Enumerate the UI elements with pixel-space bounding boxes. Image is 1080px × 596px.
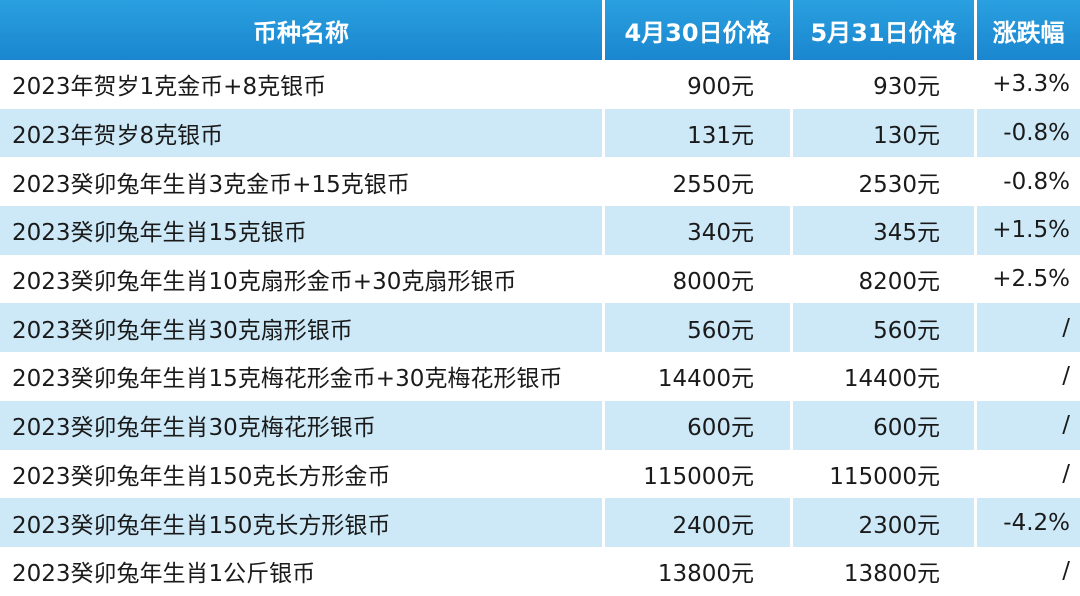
apr-price: 131元 xyxy=(605,108,793,158)
table-row: 2023年贺岁8克银币 131元 130元 -0.8% xyxy=(0,108,1080,158)
coin-name: 2023癸卯兔年生肖3克金币+15克银币 xyxy=(0,157,605,207)
price-change: -0.8% xyxy=(1003,120,1070,147)
price-change: / xyxy=(1062,412,1070,439)
apr-price: 115000元 xyxy=(605,449,793,499)
apr-price: 2400元 xyxy=(605,498,793,547)
apr-price: 14400元 xyxy=(605,352,793,401)
price-change: +1.5% xyxy=(992,217,1070,244)
may-price: 130元 xyxy=(793,108,977,158)
may-price: 2530元 xyxy=(793,157,977,207)
price-change: -0.8% xyxy=(1003,168,1070,195)
table-row: 2023癸卯兔年生肖30克梅花形银币 600元 600元 / xyxy=(0,400,1080,450)
table-row: 2023癸卯兔年生肖150克长方形银币 2400元 2300元 -4.2% xyxy=(0,498,1080,547)
coin-name: 2023癸卯兔年生肖10克扇形金币+30克扇形银币 xyxy=(0,254,605,304)
price-change: / xyxy=(1062,558,1070,585)
coin-name: 2023癸卯兔年生肖1公斤银币 xyxy=(0,546,605,596)
apr-price: 900元 xyxy=(605,60,793,109)
table-row: 2023癸卯兔年生肖10克扇形金币+30克扇形银币 8000元 8200元 +2… xyxy=(0,254,1080,304)
coin-name: 2023癸卯兔年生肖150克长方形金币 xyxy=(0,449,605,499)
coin-name: 2023癸卯兔年生肖150克长方形银币 xyxy=(0,498,605,547)
apr-price: 600元 xyxy=(605,400,793,450)
price-change: / xyxy=(1062,314,1070,341)
coin-name: 2023癸卯兔年生肖15克梅花形金币+30克梅花形银币 xyxy=(0,352,605,401)
apr-price: 560元 xyxy=(605,303,793,353)
price-change: / xyxy=(1062,460,1070,487)
table-row: 2023癸卯兔年生肖15克银币 340元 345元 +1.5% xyxy=(0,206,1080,255)
price-change: -4.2% xyxy=(1003,509,1070,536)
header-may-price: 5月31日价格 xyxy=(793,0,977,60)
table-row: 2023癸卯兔年生肖150克长方形金币 115000元 115000元 / xyxy=(0,449,1080,499)
table-row: 2023癸卯兔年生肖3克金币+15克银币 2550元 2530元 -0.8% xyxy=(0,157,1080,207)
may-price: 2300元 xyxy=(793,498,977,547)
may-price: 115000元 xyxy=(793,449,977,499)
table-row: 2023癸卯兔年生肖1公斤银币 13800元 13800元 / xyxy=(0,546,1080,596)
may-price: 560元 xyxy=(793,303,977,353)
table-row: 2023年贺岁1克金币+8克银币 900元 930元 +3.3% xyxy=(0,60,1080,109)
price-change: +3.3% xyxy=(992,71,1070,98)
coin-name: 2023癸卯兔年生肖15克银币 xyxy=(0,206,605,255)
apr-price: 13800元 xyxy=(605,546,793,596)
may-price: 8200元 xyxy=(793,254,977,304)
header-apr-price: 4月30日价格 xyxy=(605,0,793,60)
apr-price: 2550元 xyxy=(605,157,793,207)
header-change: 涨跌幅 xyxy=(992,18,1065,47)
may-price: 13800元 xyxy=(793,546,977,596)
coin-name: 2023年贺岁1克金币+8克银币 xyxy=(0,60,605,109)
price-change: / xyxy=(1062,363,1070,390)
apr-price: 8000元 xyxy=(605,254,793,304)
may-price: 600元 xyxy=(793,400,977,450)
price-change: +2.5% xyxy=(992,266,1070,293)
may-price: 14400元 xyxy=(793,352,977,401)
table-header: 币种名称 4月30日价格 5月31日价格 涨跌幅 xyxy=(0,0,1080,60)
header-name: 币种名称 xyxy=(0,0,605,60)
table-row: 2023癸卯兔年生肖30克扇形银币 560元 560元 / xyxy=(0,303,1080,353)
apr-price: 340元 xyxy=(605,206,793,255)
may-price: 930元 xyxy=(793,60,977,109)
coin-name: 2023癸卯兔年生肖30克梅花形银币 xyxy=(0,400,605,450)
table-row: 2023癸卯兔年生肖15克梅花形金币+30克梅花形银币 14400元 14400… xyxy=(0,352,1080,401)
coin-name: 2023癸卯兔年生肖30克扇形银币 xyxy=(0,303,605,353)
coin-name: 2023年贺岁8克银币 xyxy=(0,108,605,158)
may-price: 345元 xyxy=(793,206,977,255)
